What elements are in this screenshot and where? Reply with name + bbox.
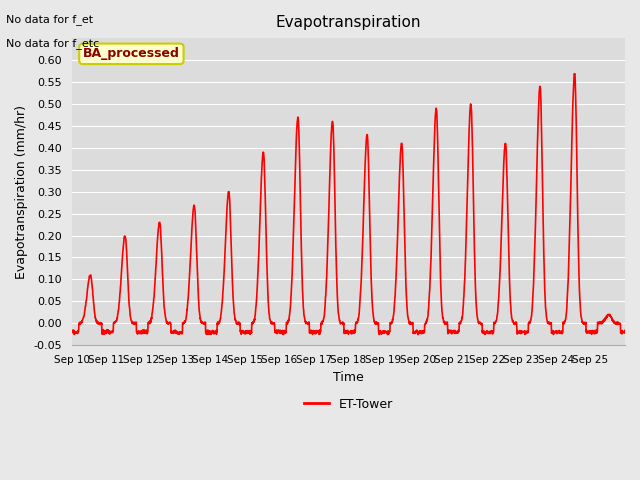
X-axis label: Time: Time bbox=[333, 371, 364, 384]
Text: No data for f_etc: No data for f_etc bbox=[6, 38, 100, 49]
Legend: ET-Tower: ET-Tower bbox=[299, 393, 398, 416]
Title: Evapotranspiration: Evapotranspiration bbox=[276, 15, 421, 30]
Text: No data for f_et: No data for f_et bbox=[6, 14, 93, 25]
Text: BA_processed: BA_processed bbox=[83, 48, 180, 60]
Y-axis label: Evapotranspiration (mm/hr): Evapotranspiration (mm/hr) bbox=[15, 105, 28, 279]
